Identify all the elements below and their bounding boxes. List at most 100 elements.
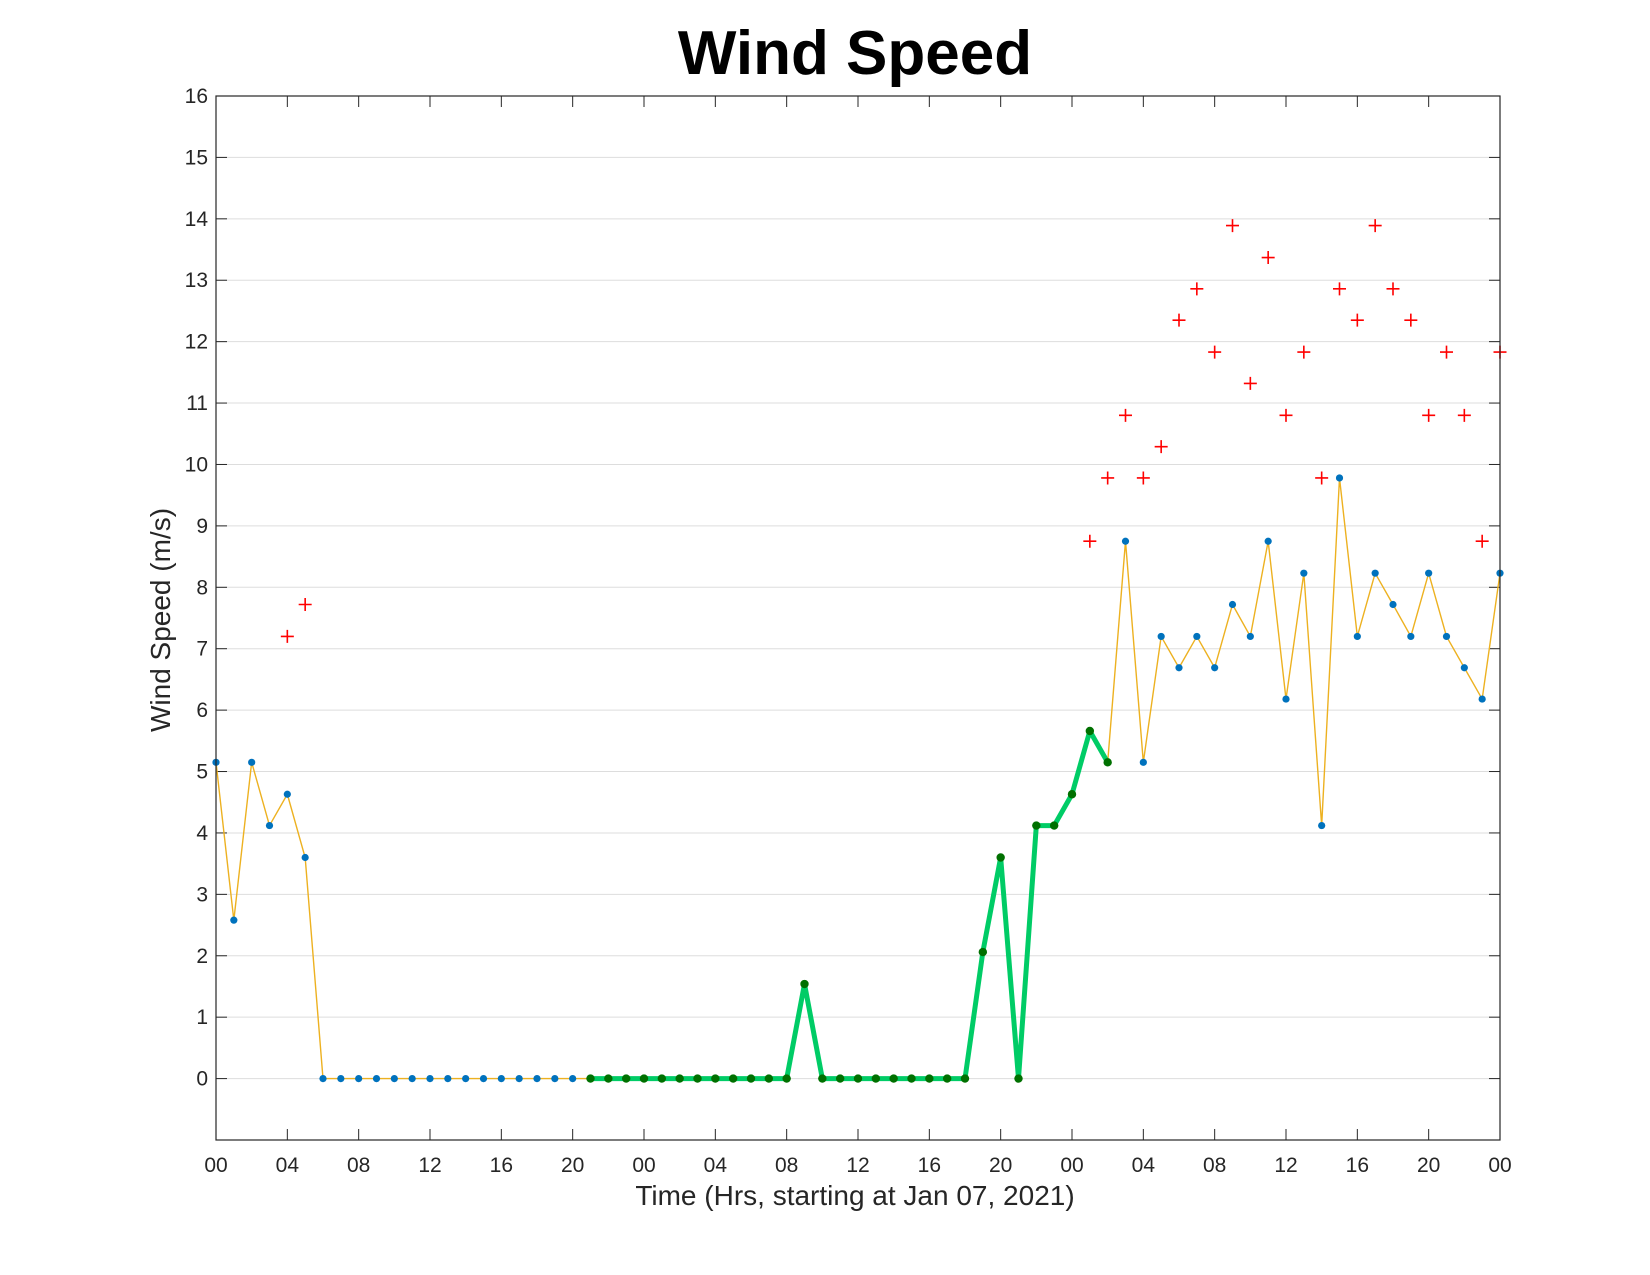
wind-speed-point xyxy=(1264,537,1272,545)
y-tick-label: 12 xyxy=(185,331,208,354)
wind-speed-point xyxy=(390,1074,398,1083)
highlighted-point xyxy=(728,1074,738,1083)
wind-speed-point xyxy=(1175,664,1183,672)
wind-speed-point xyxy=(1478,695,1486,703)
highlighted-point xyxy=(889,1074,898,1083)
wind-speed-point xyxy=(248,758,256,766)
gust-marker xyxy=(1172,313,1186,327)
highlighted-point xyxy=(639,1074,649,1083)
gust-marker xyxy=(1457,408,1471,422)
y-tick-label: 13 xyxy=(185,269,208,292)
wind-speed-point xyxy=(301,853,309,862)
gust-marker xyxy=(1368,219,1382,233)
gust-marker xyxy=(1261,251,1275,265)
y-tick-label: 8 xyxy=(196,576,208,599)
wind-speed-point xyxy=(1193,632,1201,641)
wind-speed-point xyxy=(283,790,291,798)
gust-marker xyxy=(1119,408,1132,422)
y-tick-label: 16 xyxy=(185,85,208,108)
gust-marker xyxy=(1208,345,1222,359)
highlighted-point xyxy=(1049,821,1059,830)
wind-speed-point xyxy=(551,1074,559,1083)
gust-marker xyxy=(1136,471,1150,485)
y-tick-label: 0 xyxy=(196,1068,208,1091)
gust-marker xyxy=(298,597,312,611)
highlighted-segment-line xyxy=(590,728,1110,1082)
wind-speed-point xyxy=(479,1074,488,1083)
y-tick-label: 3 xyxy=(196,883,208,906)
x-tick-labels: 00 04 08 12 16 20 00 04 08 12 16 20 00 04 08 12 16 20 00 xyxy=(204,1154,1511,1177)
highlighted-point xyxy=(604,1074,613,1083)
plot-series xyxy=(212,219,1507,1083)
highlighted-point xyxy=(586,1074,595,1083)
wind-speed-point xyxy=(1211,664,1219,672)
wind-speed-point xyxy=(533,1074,541,1083)
x-tick-label: 16 xyxy=(918,1154,941,1177)
highlighted-point xyxy=(746,1074,756,1083)
grid-lines xyxy=(216,95,1500,1080)
highlighted-point xyxy=(835,1074,845,1083)
wind-speed-point xyxy=(1139,758,1147,766)
wind-speed-point xyxy=(1389,600,1397,609)
gust-marker xyxy=(1422,408,1436,422)
wind-speed-point xyxy=(1228,600,1237,609)
x-tick-label: 04 xyxy=(704,1154,728,1177)
gust-marker xyxy=(1475,534,1489,548)
wind-speed-point xyxy=(1442,632,1451,641)
y-tick-label: 7 xyxy=(196,638,208,661)
highlighted-point xyxy=(675,1074,684,1083)
gust-marker xyxy=(1386,282,1400,296)
gust-marker xyxy=(1083,534,1097,548)
x-tick-label: 16 xyxy=(1346,1154,1369,1177)
wind-speed-line xyxy=(215,477,1501,1080)
y-tick-label: 11 xyxy=(186,392,208,415)
highlighted-point xyxy=(711,1074,720,1083)
gust-marker xyxy=(1101,471,1115,485)
y-tick-label: 6 xyxy=(196,699,208,722)
wind-speed-point xyxy=(265,821,274,830)
wind-speed-point xyxy=(1335,474,1344,482)
gust-marker xyxy=(1315,471,1329,485)
wind-speed-point xyxy=(372,1074,381,1083)
x-tick-label: 00 xyxy=(1488,1154,1511,1177)
highlighted-point xyxy=(621,1074,631,1083)
x-tick-label: 08 xyxy=(347,1154,370,1177)
x-tick-label: 08 xyxy=(775,1154,798,1177)
highlighted-point xyxy=(1103,758,1112,767)
highlighted-point xyxy=(871,1074,881,1083)
wind-speed-point xyxy=(1460,664,1468,672)
highlighted-point xyxy=(657,1074,667,1083)
x-tick-label: 04 xyxy=(276,1154,300,1177)
highlighted-point xyxy=(800,979,809,989)
y-axis-label: Wind Speed (m/s) xyxy=(145,508,176,732)
wind-speed-point xyxy=(1371,569,1379,577)
highlighted-point xyxy=(1067,790,1077,799)
wind-speed-point xyxy=(1425,569,1433,577)
gust-marker xyxy=(1333,282,1346,296)
highlighted-point xyxy=(1085,726,1095,736)
highlighted-point xyxy=(693,1074,702,1083)
highlighted-point xyxy=(782,1074,791,1083)
plot-frame xyxy=(215,95,1501,1141)
wind-speed-point xyxy=(408,1074,416,1083)
y-tick-label: 14 xyxy=(185,208,209,231)
x-axis-label: Time (Hrs, starting at Jan 07, 2021) xyxy=(635,1180,1074,1211)
wind-speed-point xyxy=(355,1074,363,1083)
wind-speed-point xyxy=(1318,821,1326,830)
x-tick-label: 20 xyxy=(989,1154,1012,1177)
highlighted-point xyxy=(764,1074,774,1083)
y-tick-label: 15 xyxy=(185,146,208,169)
wind-speed-point xyxy=(1353,632,1361,641)
y-tick-label: 10 xyxy=(185,453,208,476)
gust-marker xyxy=(1404,313,1418,327)
wind-speed-point xyxy=(569,1074,577,1083)
x-tick-label: 00 xyxy=(204,1154,227,1177)
gust-marker xyxy=(280,629,294,643)
x-tick-label: 12 xyxy=(418,1154,441,1177)
highlighted-point xyxy=(960,1074,970,1083)
wind-speed-point xyxy=(444,1074,452,1083)
wind-speed-point xyxy=(1407,632,1415,641)
gust-marker xyxy=(1190,282,1204,296)
wind-speed-point xyxy=(515,1074,523,1083)
